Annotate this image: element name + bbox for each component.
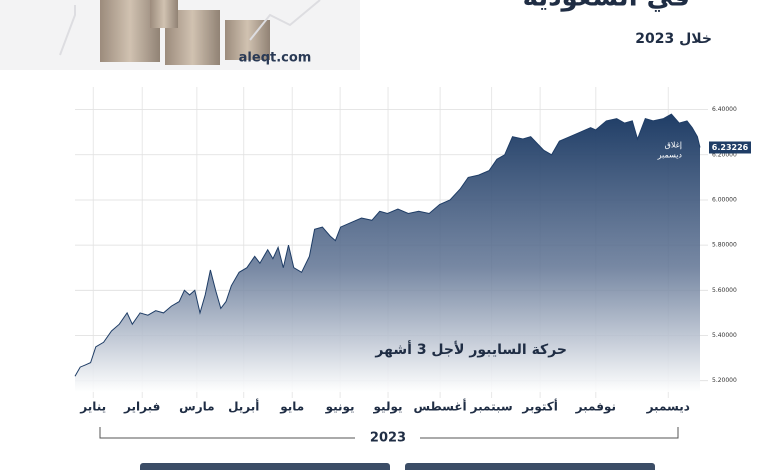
x-tick-label: أبريل xyxy=(228,399,259,414)
x-tick-label: ديسمبر xyxy=(646,400,690,414)
y-tick-label: 6.00000 xyxy=(712,196,737,203)
close-annotation: ديسمبر xyxy=(657,151,683,160)
x-tick-label: يوليو xyxy=(373,400,403,415)
y-tick-label: 6.20000 xyxy=(712,151,737,158)
x-tick-label: يناير xyxy=(79,400,106,414)
year-bracket xyxy=(99,427,679,439)
area-line xyxy=(74,113,701,377)
close-annotation: إغلاق xyxy=(665,141,682,151)
year-label: 2023 xyxy=(370,431,406,446)
title: في السعودية xyxy=(523,0,690,13)
header-decoration xyxy=(0,0,360,70)
x-tick-label: نوفمبر xyxy=(575,400,616,415)
area xyxy=(75,114,700,392)
x-tick-label: سبتمبر xyxy=(470,400,513,414)
y-tick-label: 5.40000 xyxy=(712,332,737,339)
close-value-box xyxy=(709,141,751,154)
y-tick-label: 5.20000 xyxy=(712,377,737,384)
plot: 5.20000 5.40000 5.60000 5.80000 6.00000 6.200… xyxy=(74,87,751,415)
x-tick-label: أكتوبر xyxy=(521,399,557,415)
bottom-tab xyxy=(140,463,390,470)
y-tick-label: 5.60000 xyxy=(712,287,737,294)
source: aleqt.com xyxy=(239,51,312,66)
x-tick-label: فبراير xyxy=(123,400,160,414)
y-tick-label: 5.80000 xyxy=(712,242,737,249)
y-tick-label: 6.40000 xyxy=(712,106,737,113)
bottom-tab xyxy=(405,463,655,470)
series-label: حركة السايبور لأجل 3 أشهر xyxy=(374,340,567,358)
x-tick-label: مايو xyxy=(279,400,304,415)
x-tick-label: يونيو xyxy=(325,400,355,415)
close-value-label: 6.23226 xyxy=(712,143,749,152)
x-tick-label: مارس xyxy=(179,400,214,414)
x-tick-label: أغسطس xyxy=(414,399,467,414)
subtitle: خلال 2023 xyxy=(635,31,712,47)
